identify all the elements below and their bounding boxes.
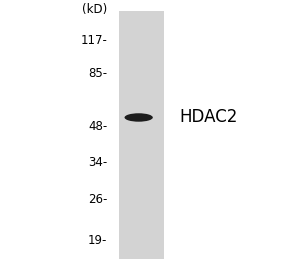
Text: 117-: 117- [81,34,108,48]
Ellipse shape [125,113,153,122]
Text: 34-: 34- [88,156,108,169]
Text: (kD): (kD) [82,3,108,16]
Text: 48-: 48- [88,120,108,133]
Text: 19-: 19- [88,234,108,247]
Text: 26-: 26- [88,193,108,206]
Text: 85-: 85- [88,67,108,81]
Text: HDAC2: HDAC2 [180,109,238,126]
Bar [119,11,164,259]
